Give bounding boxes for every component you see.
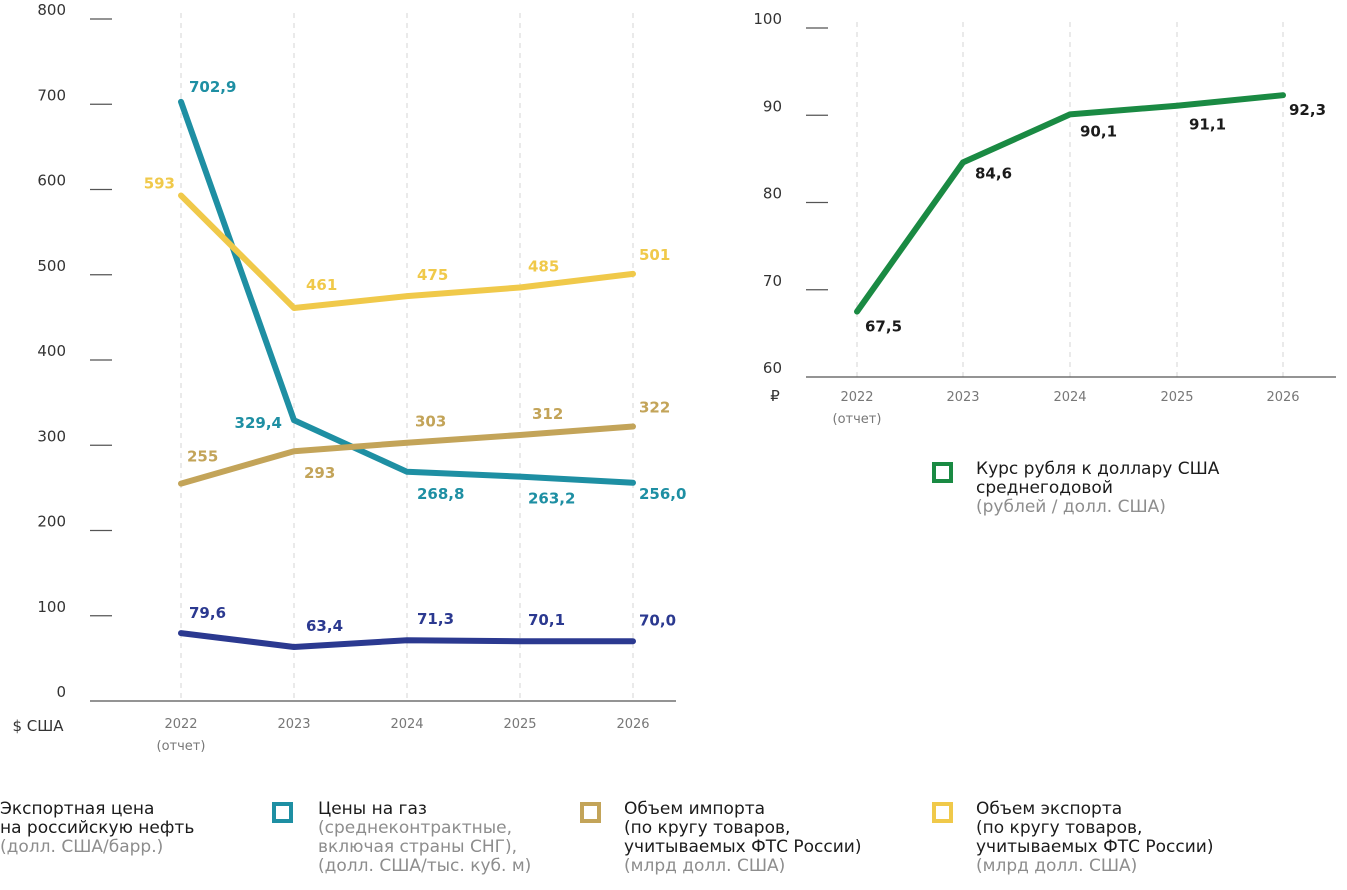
y-tick-label: 70 — [763, 272, 782, 290]
data-label: 485 — [528, 258, 559, 276]
x-tick-label: 2025 — [1160, 390, 1193, 405]
legend-gas-line3: включая страны СНГ), — [318, 837, 518, 857]
y-tick-label: 90 — [763, 97, 782, 115]
y-unit-label: $ США — [12, 717, 64, 735]
data-label: 293 — [304, 464, 335, 482]
legend-gas-line1: Цены на газ — [318, 799, 427, 819]
series-line — [854, 92, 1286, 315]
data-label: 263,2 — [528, 490, 575, 508]
square-outline-icon — [932, 462, 953, 483]
data-label: 322 — [639, 398, 670, 416]
data-label: 67,5 — [865, 318, 902, 336]
x-tick-label: 2026 — [616, 717, 649, 732]
data-label: 70,1 — [528, 611, 565, 629]
square-outline-icon — [580, 802, 601, 823]
y-tick-label: 200 — [37, 513, 66, 531]
series-line — [178, 192, 636, 311]
x-tick-label: 2023 — [277, 717, 310, 732]
y-tick-label: 600 — [37, 172, 66, 190]
legend-export-line3: учитываемых ФТС России) — [976, 837, 1214, 857]
y-tick-label: 100 — [753, 10, 782, 28]
legend-oil-line1: Экспортная цена — [0, 799, 155, 819]
y-tick-label: 60 — [763, 359, 782, 377]
data-label: 256,0 — [639, 485, 686, 503]
data-label: 303 — [415, 413, 446, 431]
left-chart: 0 100 200 300 400 500 600 700 800 $ США 2022 (отчет… — [12, 1, 686, 754]
data-label: 84,6 — [975, 164, 1012, 182]
legend-rub-line2: среднегодовой — [976, 478, 1113, 498]
y-unit-label: ₽ — [770, 387, 780, 405]
legend-import-line4: (млрд долл. США) — [624, 856, 786, 876]
legend-rub-line3: (рублей / долл. США) — [976, 497, 1166, 517]
y-tick-label: 800 — [37, 1, 66, 19]
right-chart: 60 70 80 90 100 ₽ 2022 (отчет) 2023 2024 2025 2026 6… — [753, 10, 1336, 427]
data-label: 501 — [639, 246, 670, 264]
data-label: 461 — [306, 276, 337, 294]
series-line — [178, 630, 636, 650]
x-tick-label: 2022 — [164, 717, 197, 732]
data-label: 702,9 — [189, 78, 236, 96]
legend-oil-line3: (долл. США/барр.) — [0, 837, 164, 857]
legend-export-line1: Объем экспорта — [976, 799, 1123, 819]
data-label: 475 — [417, 266, 448, 284]
series-line — [178, 423, 636, 487]
square-outline-icon — [272, 802, 293, 823]
y-tick-label: 700 — [37, 86, 66, 104]
data-label: 91,1 — [1189, 116, 1226, 134]
y-tick-label: 100 — [37, 598, 66, 616]
data-label: 268,8 — [417, 485, 464, 503]
y-tick-label: 0 — [56, 683, 66, 701]
y-tick-label: 500 — [37, 257, 66, 275]
x-tick-label: 2025 — [503, 717, 536, 732]
data-label: 79,6 — [189, 604, 226, 622]
y-tick-label: 80 — [763, 185, 782, 203]
legend-import-line2: (по кругу товаров, — [624, 818, 791, 838]
y-tick-label: 400 — [37, 342, 66, 360]
x-tick-label: 2023 — [946, 390, 979, 405]
x-tick-label: 2022 — [840, 390, 873, 405]
data-label: 63,4 — [306, 617, 343, 635]
legend-import-line1: Объем импорта — [624, 799, 766, 819]
data-label: 312 — [532, 405, 563, 423]
square-outline-icon — [932, 802, 953, 823]
data-label: 70,0 — [639, 611, 676, 629]
data-label: 255 — [187, 448, 218, 466]
legend-oil-line2: на российскую нефть — [0, 818, 195, 838]
data-label: 329,4 — [235, 414, 282, 432]
legend-rub-line1: Курс рубля к доллару США — [976, 459, 1220, 479]
legend-gas-line4: (долл. США/тыс. куб. м) — [318, 856, 532, 876]
x-tick-note: (отчет) — [833, 412, 882, 427]
series-line — [178, 98, 636, 486]
x-tick-label: 2024 — [390, 717, 423, 732]
data-label: 71,3 — [417, 610, 454, 628]
data-label: 92,3 — [1289, 101, 1326, 119]
legend-import-line3: учитываемых ФТС России) — [624, 837, 862, 857]
x-tick-label: 2024 — [1053, 390, 1086, 405]
legend-export-line2: (по кругу товаров, — [976, 818, 1143, 838]
legend-export-line4: (млрд долл. США) — [976, 856, 1138, 876]
data-label: 90,1 — [1080, 122, 1117, 140]
y-tick-label: 300 — [37, 427, 66, 445]
data-label: 593 — [144, 174, 175, 192]
x-tick-note: (отчет) — [157, 739, 206, 754]
x-tick-label: 2026 — [1266, 390, 1299, 405]
legend-gas-line2: (среднеконтрактные, — [318, 818, 513, 838]
